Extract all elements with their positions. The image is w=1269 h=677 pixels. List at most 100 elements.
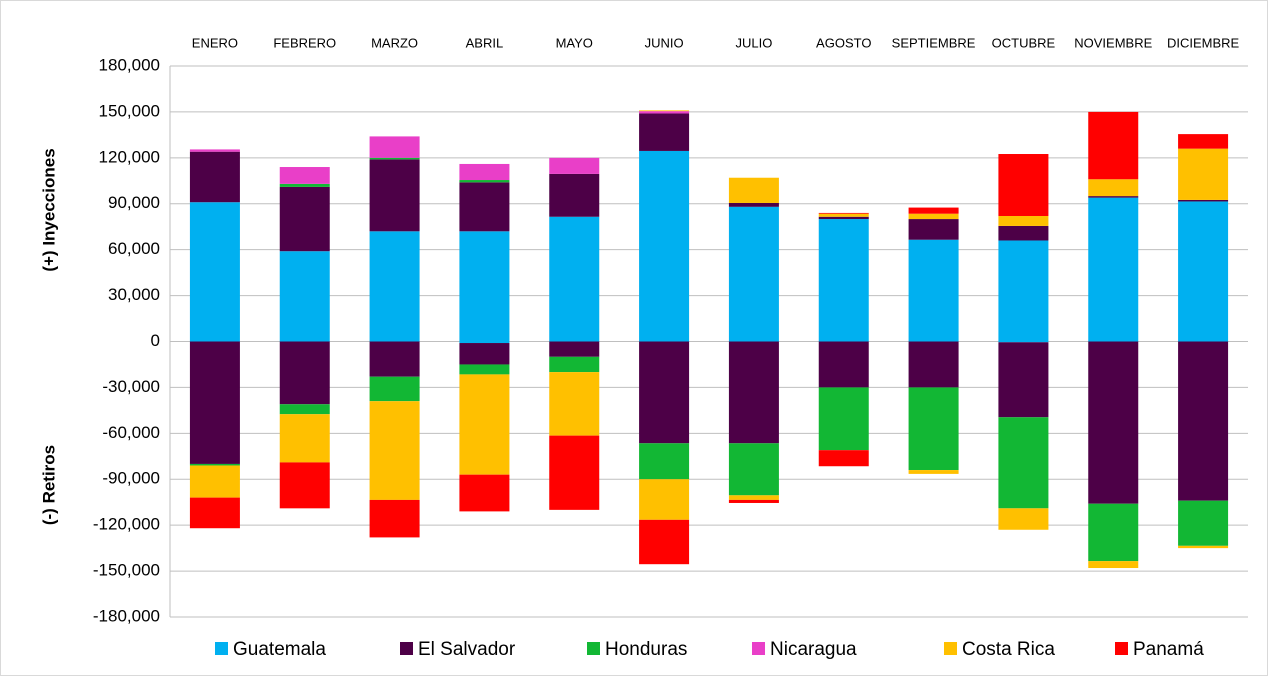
bar-segment — [639, 113, 690, 151]
bar-segment — [189, 149, 240, 152]
bar-segment — [369, 157, 420, 160]
bar-segment — [459, 374, 510, 475]
y-tick-label: 120,000 — [99, 147, 160, 166]
bar-segment — [549, 435, 600, 510]
bar-segment — [459, 474, 510, 512]
y-tick-label: -180,000 — [93, 606, 160, 625]
x-tick-label: MAYO — [556, 35, 593, 50]
legend-swatch — [400, 642, 413, 655]
bar-segment — [728, 495, 779, 500]
legend-label: Honduras — [605, 639, 687, 660]
bar-segment — [549, 157, 600, 174]
y-tick-label: -150,000 — [93, 561, 160, 580]
bar-segment — [639, 111, 690, 114]
bar-segment — [1178, 545, 1229, 549]
bar-segment — [549, 372, 600, 436]
y-tick-label: -120,000 — [93, 515, 160, 534]
bar-segment — [818, 219, 869, 342]
y-tick-label: 180,000 — [99, 55, 160, 74]
bar-segment — [998, 240, 1049, 342]
y-axis-label-negative: (-) Retiros — [39, 445, 58, 525]
bar-segment — [908, 239, 959, 342]
y-tick-label: 150,000 — [99, 101, 160, 120]
x-tick-label: OCTUBRE — [992, 35, 1056, 50]
legend-swatch — [587, 642, 600, 655]
bar-segment — [279, 462, 330, 509]
bar-segment — [818, 216, 869, 220]
x-tick-label: ABRIL — [466, 35, 504, 50]
bar-segment — [818, 450, 869, 467]
bar-segment — [998, 225, 1049, 241]
bar-segment — [189, 497, 240, 529]
bar-segment — [728, 177, 779, 203]
bar-segment — [1088, 197, 1139, 342]
bar-segment — [908, 213, 959, 220]
bar-segment — [1178, 341, 1229, 501]
bar-segment — [818, 341, 869, 388]
bar-segment — [279, 167, 330, 184]
legend-label: Panamá — [1133, 639, 1204, 660]
bar-segment — [369, 231, 420, 342]
x-tick-label: ENERO — [192, 35, 238, 50]
x-tick-label: NOVIEMBRE — [1074, 35, 1152, 50]
bar-segment — [1178, 134, 1229, 149]
bar-segment — [369, 376, 420, 402]
x-tick-label: JULIO — [735, 35, 772, 50]
bar-segment — [728, 202, 779, 207]
bar-segment — [369, 499, 420, 538]
bar-segment — [1088, 503, 1139, 562]
bar-segment — [189, 151, 240, 203]
bar-segment — [639, 479, 690, 520]
bar-segment — [1088, 196, 1139, 198]
y-tick-label: 0 — [151, 331, 160, 350]
x-tick-label: DICIEMBRE — [1167, 35, 1240, 50]
bar-segment — [369, 136, 420, 158]
bar-segment — [459, 163, 510, 181]
bar-segment — [459, 182, 510, 232]
bar-segment — [728, 499, 779, 503]
bar-segment — [459, 343, 510, 365]
bar-segment — [1178, 201, 1229, 342]
legend-swatch — [944, 642, 957, 655]
bar-segment — [818, 387, 869, 451]
y-tick-label: 30,000 — [108, 285, 160, 304]
bar-segment — [459, 341, 510, 344]
bar-segment — [279, 186, 330, 252]
bar-segment — [279, 183, 330, 187]
bar-segment — [998, 417, 1049, 509]
bar-segment — [459, 180, 510, 183]
bar-segment — [189, 463, 240, 466]
bar-segment — [639, 341, 690, 444]
legend-label: El Salvador — [418, 639, 516, 660]
bar-segment — [728, 341, 779, 444]
bar-segment — [908, 387, 959, 471]
bar-segment — [549, 356, 600, 373]
bar-segment — [998, 342, 1049, 418]
legend-label: Costa Rica — [962, 639, 1055, 660]
y-tick-label: -90,000 — [102, 469, 160, 488]
x-tick-label: FEBRERO — [273, 35, 336, 50]
x-tick-label: MARZO — [371, 35, 418, 50]
bar-segment — [279, 341, 330, 405]
bar-segment — [549, 216, 600, 342]
bar-segment — [1088, 179, 1139, 197]
legend-label: Guatemala — [233, 639, 326, 660]
x-tick-label: JUNIO — [645, 35, 684, 50]
bar-segment — [998, 341, 1049, 343]
y-tick-label: 60,000 — [108, 239, 160, 258]
bar-segment — [818, 213, 869, 217]
bar-segment — [1178, 148, 1229, 200]
legend-swatch — [1115, 642, 1128, 655]
bar-segment — [639, 150, 690, 342]
bar-segment — [459, 364, 510, 375]
bar-segment — [279, 251, 330, 342]
y-axis-label-positive: (+) Inyecciones — [39, 148, 58, 271]
y-tick-label: -30,000 — [102, 377, 160, 396]
bar-segment — [908, 341, 959, 388]
bar-segment — [1178, 199, 1229, 202]
bar-segment — [189, 341, 240, 464]
bar-segment — [998, 508, 1049, 530]
bar-segment — [818, 212, 869, 214]
bar-segment — [998, 215, 1049, 226]
bar-segment — [639, 443, 690, 480]
